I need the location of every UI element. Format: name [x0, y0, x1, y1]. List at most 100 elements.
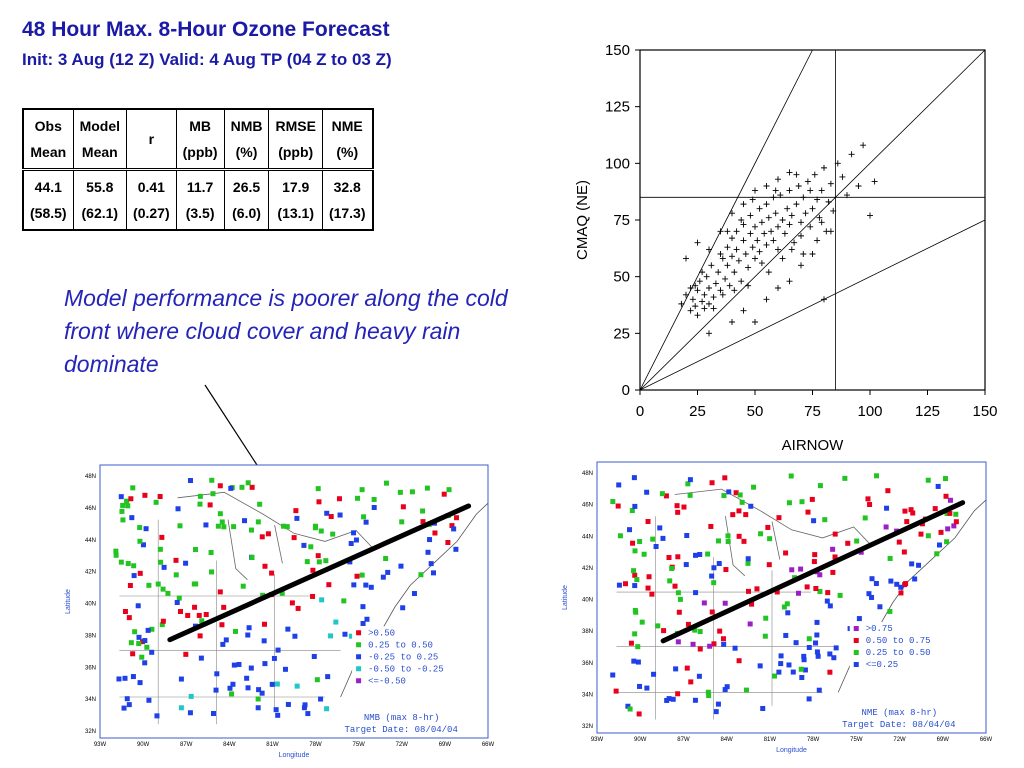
map-ylabel: Latitude [562, 585, 569, 610]
station-marker [745, 560, 751, 566]
data-point [821, 296, 827, 303]
station-marker [885, 488, 891, 494]
station-marker [154, 713, 160, 719]
station-marker [783, 632, 789, 638]
station-marker [315, 486, 321, 492]
station-marker [319, 597, 325, 603]
data-point [745, 282, 752, 289]
station-marker [799, 674, 805, 680]
station-marker [778, 653, 784, 659]
station-marker [312, 525, 318, 531]
station-marker [676, 609, 682, 615]
lon-tick-label: 84W [223, 742, 236, 748]
station-marker [328, 633, 334, 639]
data-point [706, 285, 712, 291]
data-point [717, 251, 724, 257]
legend-label: 0.25 to 0.50 [866, 648, 931, 658]
station-marker [811, 559, 817, 565]
legend-swatch [853, 638, 859, 644]
station-marker [227, 685, 233, 691]
data-point [722, 275, 729, 282]
station-marker [157, 494, 163, 500]
station-marker [696, 673, 702, 679]
data-point [800, 194, 807, 201]
station-marker [832, 554, 838, 560]
data-point [788, 212, 795, 219]
station-marker [333, 619, 339, 625]
station-marker [420, 519, 426, 525]
data-point [738, 278, 745, 285]
station-marker [806, 636, 812, 642]
station-marker [776, 515, 782, 521]
station-marker [711, 641, 717, 647]
station-marker [767, 536, 773, 542]
station-marker [683, 562, 689, 568]
station-marker [918, 531, 924, 537]
ratio-line-1 [639, 49, 986, 391]
station-marker [348, 541, 354, 547]
station-marker [399, 519, 405, 525]
legend-label: 0.50 to 0.75 [866, 636, 931, 646]
station-marker [874, 473, 880, 479]
station-marker [806, 696, 812, 702]
station-marker [831, 655, 837, 661]
station-marker [453, 546, 459, 552]
data-point [696, 278, 703, 285]
station-marker [217, 483, 223, 489]
station-marker [231, 524, 237, 530]
station-marker [427, 537, 433, 543]
station-marker [217, 511, 223, 517]
station-marker [261, 638, 267, 644]
station-marker [615, 503, 621, 509]
station-marker [275, 712, 281, 718]
station-marker [901, 549, 907, 555]
data-point [692, 282, 699, 289]
lat-tick-label: 48N [85, 474, 96, 480]
data-point [775, 223, 781, 230]
station-marker [815, 653, 821, 659]
station-marker [903, 581, 909, 587]
station-marker [325, 674, 331, 680]
station-marker [231, 662, 237, 668]
station-marker [118, 559, 124, 565]
map-frame [596, 461, 987, 734]
data-point [731, 269, 738, 276]
x-tick-label: 0 [636, 403, 644, 420]
station-marker [192, 547, 198, 553]
station-marker [625, 703, 631, 709]
station-marker [269, 681, 275, 687]
station-marker [788, 473, 794, 479]
station-marker [282, 666, 288, 672]
station-marker [795, 590, 801, 596]
station-marker [783, 550, 789, 556]
data-point [821, 164, 827, 171]
data-point [724, 228, 731, 235]
station-marker [707, 643, 713, 649]
station-marker [347, 559, 353, 565]
cold-front-line [167, 503, 472, 643]
station-marker [663, 493, 669, 499]
station-marker [816, 687, 822, 693]
data-point [756, 248, 763, 255]
val-nme: 32.8 (17.3) [321, 169, 374, 231]
map-xlabel: Longitude [279, 752, 310, 759]
station-marker [629, 508, 635, 514]
station-marker [131, 563, 137, 569]
station-marker [131, 573, 137, 579]
station-marker [136, 641, 142, 647]
station-marker [130, 485, 136, 491]
station-marker [741, 538, 747, 544]
data-point [786, 278, 793, 285]
station-marker [124, 696, 130, 702]
station-marker [916, 562, 922, 568]
station-marker [722, 600, 728, 606]
station-marker [385, 569, 391, 575]
station-marker [364, 616, 370, 622]
legend-label: >0.75 [866, 624, 893, 634]
station-marker [197, 493, 203, 499]
station-marker [758, 531, 764, 537]
station-marker [126, 702, 132, 708]
data-point [765, 214, 772, 221]
lon-tick-label: 81W [764, 737, 777, 743]
data-point [844, 192, 850, 199]
